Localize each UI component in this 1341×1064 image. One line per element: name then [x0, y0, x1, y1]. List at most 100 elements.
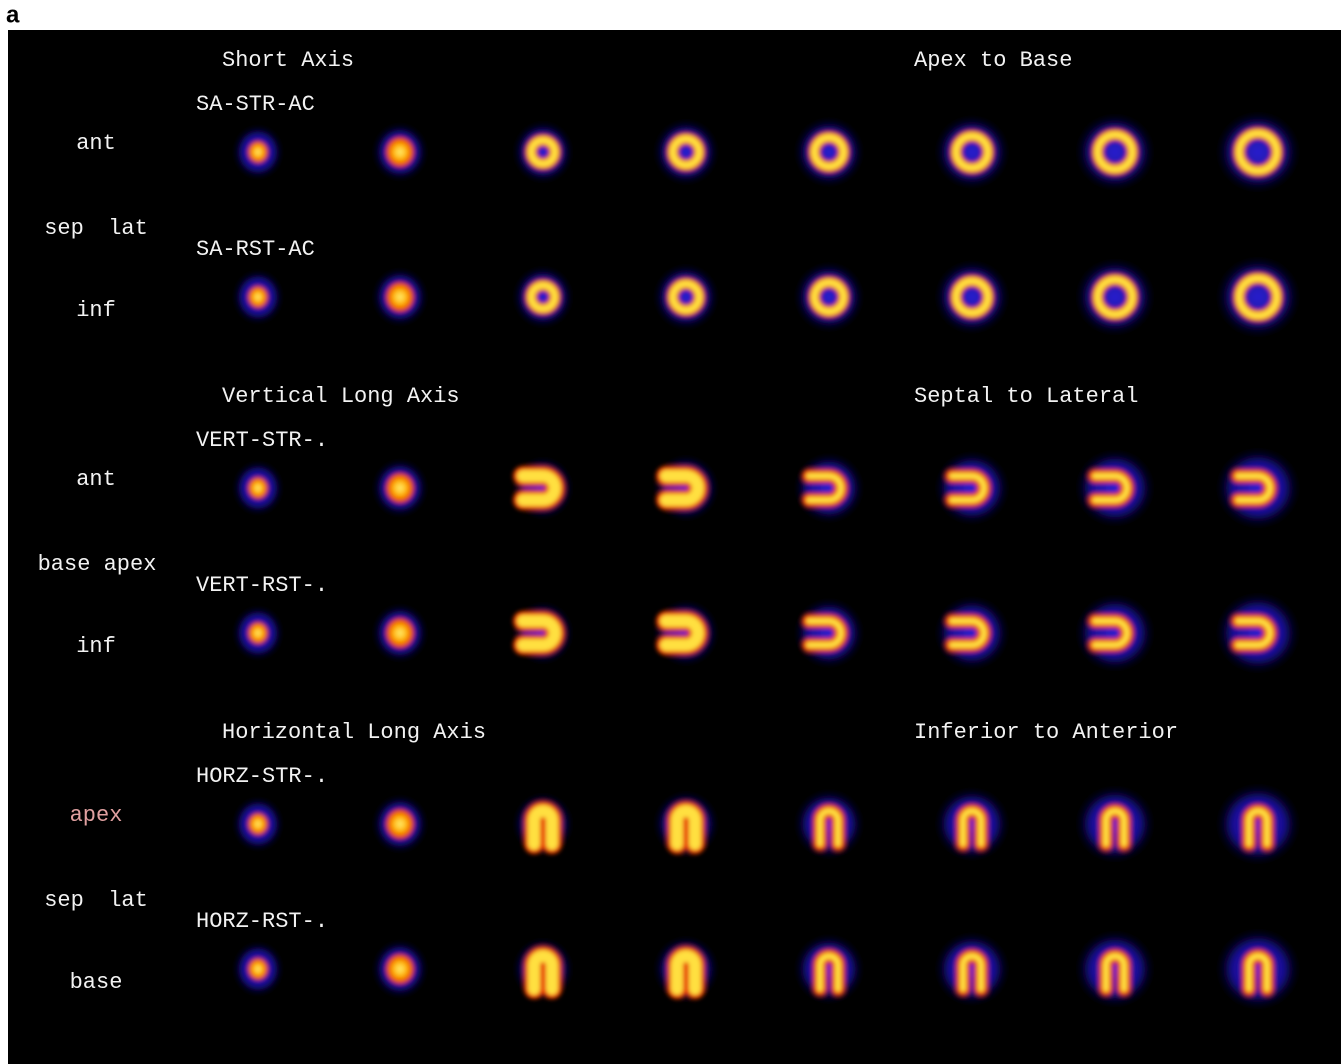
- background-uptake: [934, 786, 1011, 862]
- background-uptake: [1215, 110, 1302, 194]
- slice-image: [934, 114, 1011, 190]
- figure: a Short AxisApex to BaseantseplatinfSA-S…: [0, 0, 1341, 1064]
- background-uptake: [1074, 112, 1156, 192]
- slice-image: [934, 450, 1011, 526]
- orientation-top: ant: [76, 131, 116, 156]
- slice-image: [232, 941, 284, 997]
- slice-image: [1074, 257, 1156, 337]
- myocardium: [386, 618, 414, 648]
- background-uptake: [793, 597, 865, 669]
- background-uptake: [934, 450, 1011, 526]
- section-title: Short Axis: [222, 48, 354, 73]
- slice-image: [793, 597, 865, 669]
- slice-image: [1215, 446, 1302, 530]
- background-uptake: [1215, 255, 1302, 339]
- background-uptake: [934, 114, 1011, 190]
- slice-image: [372, 267, 429, 327]
- background-uptake: [793, 933, 865, 1005]
- slice-image: [1215, 591, 1302, 675]
- myocardium: [386, 809, 414, 839]
- section-title: Vertical Long Axis: [222, 384, 460, 409]
- slice-image: [232, 269, 284, 325]
- myocardium: [386, 473, 414, 503]
- background-uptake: [1074, 929, 1156, 1009]
- slice-image: [512, 120, 574, 184]
- slice-image: [1215, 255, 1302, 339]
- slice-image: [653, 454, 720, 522]
- slice-image: [653, 935, 720, 1003]
- orientation-bottom: base: [70, 970, 123, 995]
- background-uptake: [1074, 448, 1156, 528]
- row-label: SA-STR-AC: [196, 92, 315, 117]
- slice-image: [1074, 112, 1156, 192]
- background-uptake: [512, 265, 574, 329]
- orientation-bottom: inf: [76, 634, 116, 659]
- slice-image: [653, 790, 720, 858]
- slice-image: [512, 937, 574, 1001]
- background-uptake: [1074, 257, 1156, 337]
- slice-image: [512, 601, 574, 665]
- row-label: HORZ-RST-.: [196, 909, 328, 934]
- section-title: Horizontal Long Axis: [222, 720, 486, 745]
- slice-image: [372, 603, 429, 663]
- background-uptake: [653, 454, 720, 522]
- orientation-left: base: [38, 552, 91, 577]
- myocardium: [386, 954, 414, 984]
- orientation-top: ant: [76, 467, 116, 492]
- slice-image: [1074, 448, 1156, 528]
- slice-image: [934, 786, 1011, 862]
- row-label: HORZ-STR-.: [196, 764, 328, 789]
- orientation-right: apex: [104, 552, 157, 577]
- background-uptake: [1215, 591, 1302, 675]
- myocardium: [386, 137, 414, 167]
- section-direction: Inferior to Anterior: [914, 720, 1178, 745]
- panel-label: a: [6, 1, 20, 28]
- myocardium: [248, 477, 268, 499]
- slice-image: [232, 460, 284, 516]
- background-uptake: [793, 261, 865, 333]
- slice-image: [372, 458, 429, 518]
- slice-image: [1215, 782, 1302, 866]
- slice-image: [1215, 110, 1302, 194]
- background-uptake: [1215, 446, 1302, 530]
- background-uptake: [653, 263, 720, 331]
- slice-image: [934, 931, 1011, 1007]
- background-uptake: [653, 118, 720, 186]
- background-uptake: [793, 452, 865, 524]
- slice-image: [1215, 927, 1302, 1011]
- slice-image: [372, 794, 429, 854]
- slice-image: [653, 118, 720, 186]
- background-uptake: [1215, 927, 1302, 1011]
- slice-image: [934, 259, 1011, 335]
- background-uptake: [512, 120, 574, 184]
- slice-image: [372, 939, 429, 999]
- row-label: SA-RST-AC: [196, 237, 315, 262]
- row-label: VERT-STR-.: [196, 428, 328, 453]
- slice-image: [1074, 593, 1156, 673]
- myocardium: [248, 958, 268, 980]
- slice-image: [793, 452, 865, 524]
- slice-image: [1074, 929, 1156, 1009]
- slice-image: [653, 263, 720, 331]
- slice-image: [793, 261, 865, 333]
- slice-image: [512, 456, 574, 520]
- myocardium: [248, 622, 268, 644]
- orientation-bottom: inf: [76, 298, 116, 323]
- slice-image: [232, 124, 284, 180]
- orientation-right: lat: [108, 216, 148, 241]
- slice-image: [793, 933, 865, 1005]
- section-direction: Septal to Lateral: [914, 384, 1138, 409]
- background-uptake: [1215, 782, 1302, 866]
- background-uptake: [934, 595, 1011, 671]
- orientation-right: lat: [108, 888, 148, 913]
- background-uptake: [1074, 784, 1156, 864]
- background-uptake: [1074, 593, 1156, 673]
- slice-image: [232, 796, 284, 852]
- myocardium: [248, 141, 268, 163]
- background-uptake: [793, 116, 865, 188]
- myocardium: [248, 286, 268, 308]
- section-direction: Apex to Base: [914, 48, 1072, 73]
- myocardium: [386, 282, 414, 312]
- slice-image: [232, 605, 284, 661]
- orientation-left: sep: [44, 216, 84, 241]
